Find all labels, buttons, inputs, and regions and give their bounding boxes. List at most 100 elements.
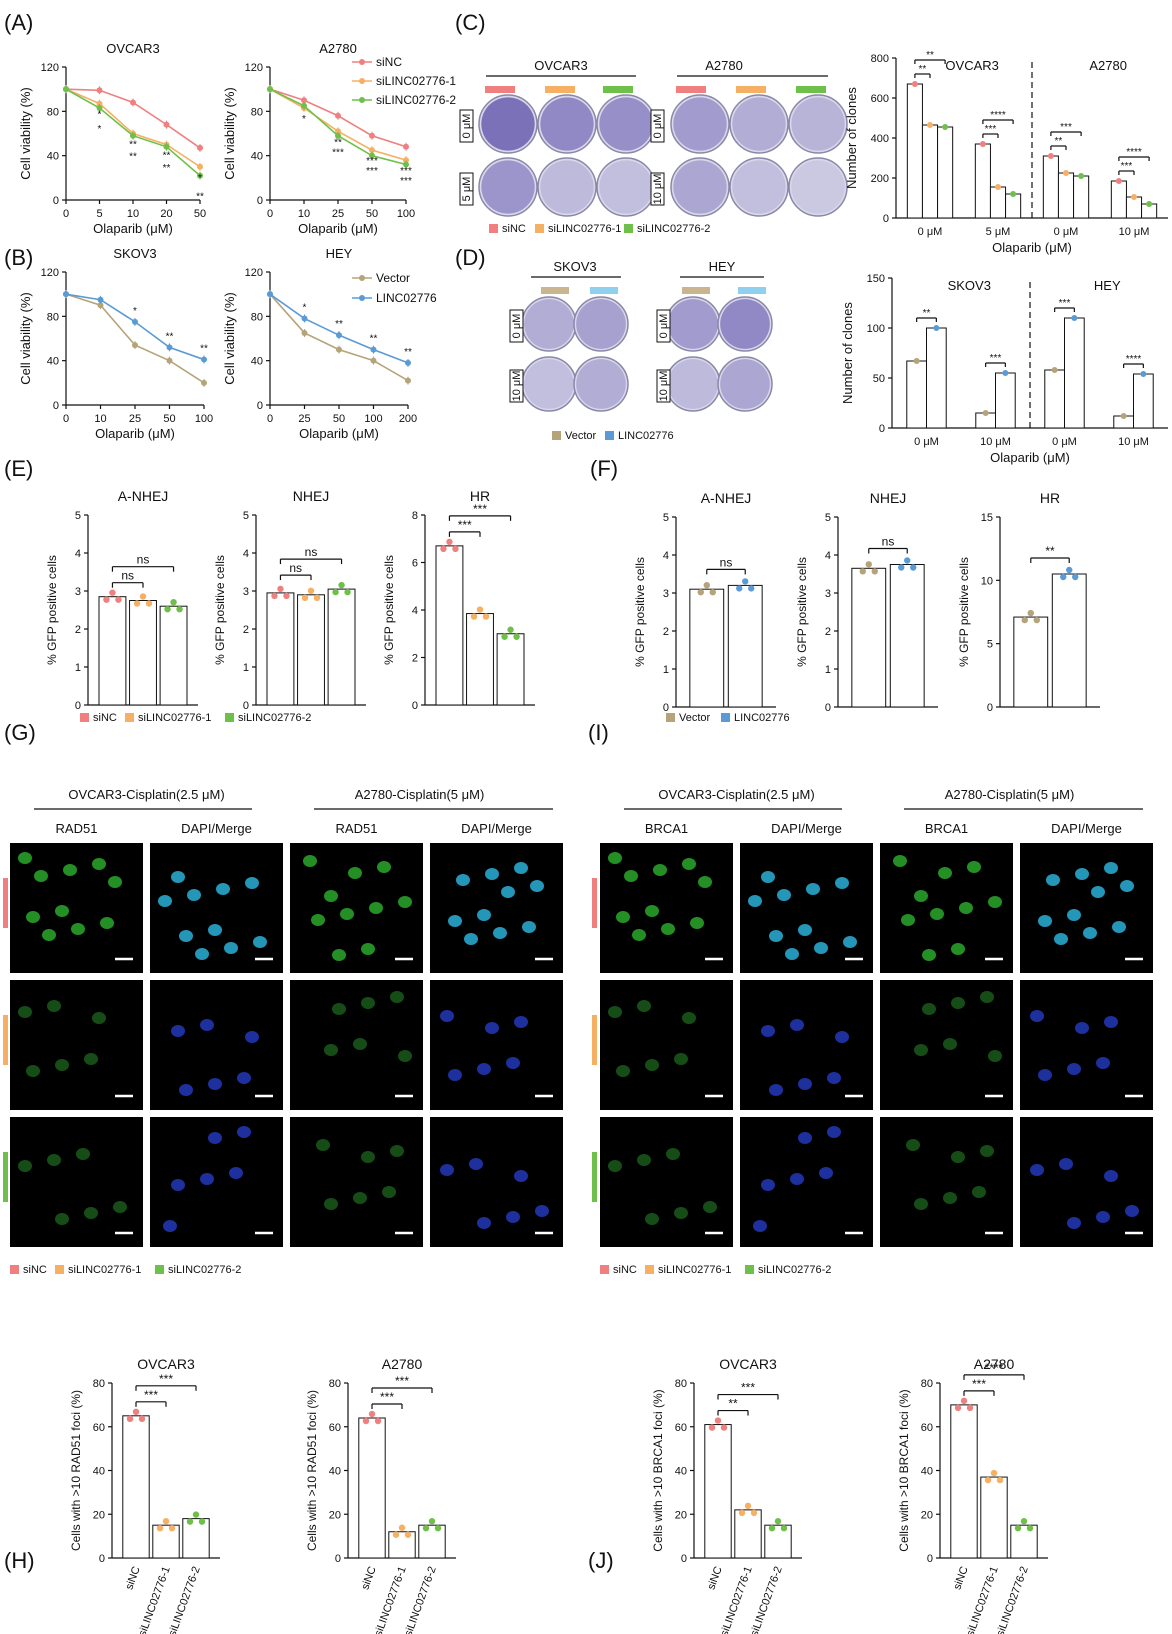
data-point	[470, 613, 478, 620]
legend-label: siLINC02776-1	[376, 74, 456, 88]
y-axis-label: % GFP positive cells	[795, 557, 809, 667]
nucleus	[967, 861, 981, 873]
micro-panel	[290, 1117, 423, 1247]
nucleus	[485, 868, 499, 880]
colony-area	[668, 299, 718, 349]
nucleus	[324, 1044, 338, 1056]
legend-swatch	[552, 431, 561, 440]
group-bar	[682, 287, 710, 294]
plate	[788, 157, 848, 217]
nucleus	[477, 909, 491, 921]
bar	[159, 605, 188, 706]
nucleus	[1059, 1158, 1073, 1170]
channel-label: RAD51	[336, 821, 378, 836]
chart-B-HEY: 0 40 80 120 0 25 50 100 200 HEY Olaparib (μM) Cell …	[222, 246, 417, 441]
bar	[734, 1509, 762, 1559]
micro-panel	[740, 980, 873, 1110]
chart-title: A-NHEJ	[701, 490, 752, 506]
sig-label: ***	[380, 1390, 394, 1404]
nucleus	[1096, 1211, 1110, 1223]
nucleus	[113, 1201, 127, 1213]
nucleus	[398, 896, 412, 908]
sig-label: ***	[1059, 298, 1071, 309]
nucleus	[616, 911, 630, 923]
nucleus	[790, 1173, 804, 1185]
colony-plate	[573, 356, 629, 412]
nucleus	[92, 1012, 106, 1024]
bar	[496, 633, 525, 706]
nucleus	[790, 1019, 804, 1031]
nucleus	[55, 1059, 69, 1071]
y-tick-label: 400	[871, 133, 889, 145]
legend-label: Vector	[376, 271, 410, 285]
y-tick-label: 20	[675, 1509, 687, 1521]
legend-swatch	[489, 224, 498, 233]
legend-label: siLINC02776-2	[758, 1264, 831, 1276]
micro-panel	[600, 1117, 733, 1247]
x-tick-label: 0	[267, 413, 273, 425]
data-point	[501, 633, 508, 640]
sig-label: *	[198, 173, 202, 184]
nucleus	[674, 1207, 688, 1219]
y-tick-label: 3	[825, 588, 831, 600]
group-bar	[545, 86, 575, 93]
bar	[1005, 193, 1022, 219]
dose-box	[509, 369, 524, 403]
x-tick-label: 0 μM	[914, 436, 939, 448]
bar	[266, 592, 295, 706]
x-tick-label: 100	[364, 413, 382, 425]
nucleus	[200, 1173, 214, 1185]
y-tick-label: 1	[663, 664, 669, 676]
x-tick-label: 50	[333, 413, 345, 425]
colony-area	[720, 359, 770, 409]
colony-plate	[670, 94, 730, 154]
sig-label: *	[302, 114, 306, 125]
nucleus	[761, 1025, 775, 1037]
data-point	[115, 596, 122, 603]
column-header: OVCAR3-Cisplatin(2.5 μM)	[658, 787, 814, 802]
y-tick-label: 120	[41, 62, 59, 74]
nucleus	[835, 1031, 849, 1043]
x-tick-label: 25	[332, 208, 344, 220]
y-tick-label: 40	[251, 356, 263, 368]
legend-label: siNC	[613, 1264, 637, 1276]
legend-marker	[359, 275, 365, 281]
sig-label: ***	[990, 353, 1002, 364]
bar	[1057, 172, 1075, 219]
y-tick-label: 80	[47, 106, 59, 118]
nucleus	[224, 942, 238, 954]
y-tick-label: 4	[75, 548, 81, 560]
nucleus	[906, 1139, 920, 1151]
sig-label: **	[166, 331, 174, 342]
micro-panel	[10, 980, 143, 1110]
colony-plate	[788, 94, 848, 154]
nucleus	[464, 933, 478, 945]
legend-label: siNC	[376, 55, 402, 69]
nucleus	[163, 1220, 177, 1232]
colony-plate	[665, 296, 721, 352]
legend-marker	[359, 97, 365, 103]
colony-plate	[521, 356, 577, 412]
nucleus	[1104, 1170, 1118, 1182]
dose-label: 0 μM	[511, 314, 523, 339]
data-point	[1010, 191, 1017, 197]
nucleus	[187, 889, 201, 901]
sig-label: ***	[400, 166, 412, 177]
y-tick-label: 80	[675, 1378, 687, 1390]
y-axis-label: Number of clones	[840, 302, 855, 404]
nucleus	[42, 929, 56, 941]
data-point	[1027, 609, 1034, 617]
colony-plate	[670, 157, 730, 217]
data-point	[434, 1524, 442, 1532]
nucleus	[245, 877, 259, 889]
nucleus	[608, 852, 622, 864]
micro-panel	[430, 980, 563, 1110]
y-tick-label: 60	[921, 1422, 933, 1434]
data-point	[1120, 413, 1127, 419]
y-tick-label: 1	[825, 664, 831, 676]
legend-swatch	[605, 431, 614, 440]
bar	[689, 588, 725, 708]
nucleus	[951, 943, 965, 955]
colony-area	[673, 97, 727, 151]
sig-label: **	[926, 50, 934, 61]
